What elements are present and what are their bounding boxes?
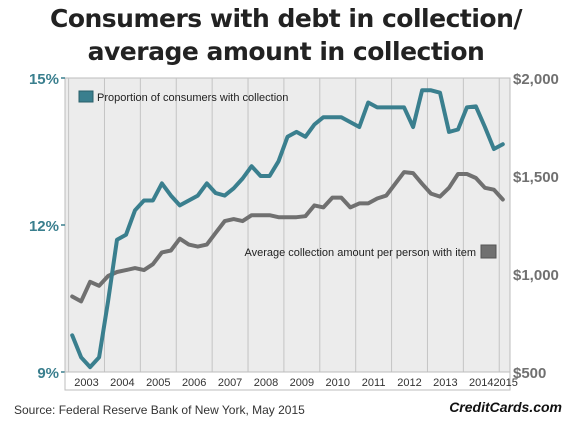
x-tick-2004: 2004 (110, 377, 134, 389)
x-tick-2008: 2008 (254, 377, 278, 389)
x-tick-2005: 2005 (146, 377, 170, 389)
x-tick-2006: 2006 (182, 377, 206, 389)
legend-label-proportion: Proportion of consumers with collection (97, 92, 288, 104)
grid (68, 78, 500, 390)
right-tick-$1,000: $1,000 (513, 267, 559, 284)
x-tick-2003: 2003 (74, 377, 98, 389)
brand-logo: CreditCards.com (449, 399, 562, 415)
x-tick-2009: 2009 (290, 377, 314, 389)
x-tick-2014: 2014 (469, 377, 493, 389)
legend-swatch-proportion (78, 90, 94, 103)
x-axis-band (64, 371, 511, 391)
legend-label-average-amount: Average collection amount per person wit… (244, 247, 476, 259)
left-tick-12%: 12% (29, 218, 59, 235)
x-tick-2011: 2011 (362, 377, 386, 389)
chart-title-line-1: Consumers with debt in collection/ (49, 4, 523, 33)
right-axis: $500 $1,000 $1,500 $2,000 (513, 71, 559, 382)
right-tick-$1,500: $1,500 (513, 169, 559, 186)
source-note: Source: Federal Reserve Bank of New York… (14, 403, 305, 417)
x-axis: 2003 2004 2005 2006 2007 2008 2009 2010 2011 2012… (64, 371, 518, 391)
legend: Proportion of consumers with collection A… (78, 90, 497, 259)
series-line-average-amount (70, 170, 505, 304)
legend-swatch-average-amount (480, 244, 497, 259)
series-lines (70, 88, 505, 370)
x-tick-2007: 2007 (218, 377, 242, 389)
right-tick-$2,000: $2,000 (513, 71, 559, 88)
chart-title-line-2: average amount in collection (87, 37, 485, 66)
x-tick-2012: 2012 (397, 377, 421, 389)
left-axis: 9% 12% 15% (29, 71, 65, 382)
left-tick-15%: 15% (29, 71, 59, 88)
plot-area (64, 77, 511, 373)
x-tick-2015: 2015 (493, 377, 517, 389)
series-line-proportion (70, 88, 505, 370)
x-tick-2013: 2013 (433, 377, 457, 389)
left-tick-9%: 9% (37, 365, 59, 382)
x-tick-2010: 2010 (325, 377, 349, 389)
right-tick-$500: $500 (513, 365, 546, 382)
